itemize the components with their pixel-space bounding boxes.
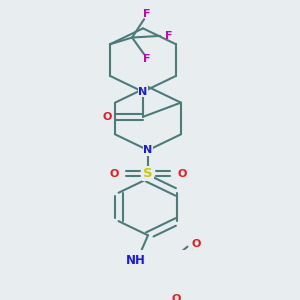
Text: F: F xyxy=(143,9,151,19)
Text: O: O xyxy=(171,294,181,300)
Text: NH: NH xyxy=(126,254,146,267)
Text: S: S xyxy=(143,167,153,180)
Text: N: N xyxy=(143,145,153,155)
Text: O: O xyxy=(191,239,201,249)
Text: O: O xyxy=(177,169,187,178)
Text: F: F xyxy=(165,31,173,41)
Text: O: O xyxy=(109,169,119,178)
Text: F: F xyxy=(143,54,151,64)
Text: N: N xyxy=(138,87,148,97)
Text: O: O xyxy=(102,112,112,122)
